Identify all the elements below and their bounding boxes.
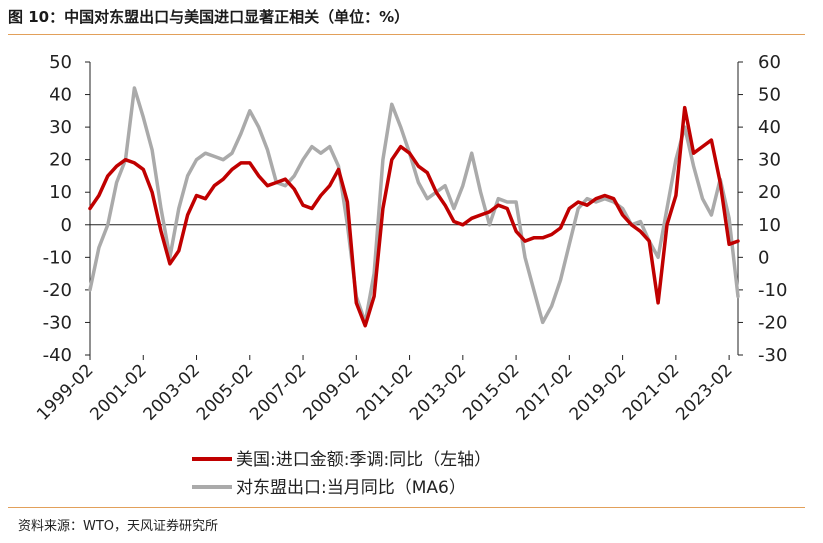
line-chart: 50 40 30 20 10 0 -10 -20 -30 -40 60 50 40 30 20 10 0 -10… [33,52,787,498]
series-line-us-import [88,105,740,328]
right-tick-label: 40 [758,117,781,138]
left-tick-label: 40 [49,85,72,106]
x-tick-label: 2015-02 [459,360,523,424]
chart-series [88,86,740,328]
x-tick-label: 2013-02 [406,360,470,424]
right-tick-label: 50 [758,85,781,106]
right-tick-label: 10 [758,215,781,236]
x-tick-label: 2007-02 [246,360,310,424]
x-tick-label: 2023-02 [672,360,736,424]
left-tick-label: 30 [49,117,72,138]
x-tick-label: 2009-02 [299,360,363,424]
x-tick-label: 2005-02 [193,360,257,424]
x-tick-label: 2021-02 [619,360,683,424]
right-tick-label: 30 [758,150,781,171]
right-tick-label: -30 [758,345,787,366]
right-tick-label: 20 [758,182,781,203]
x-tick-label: 2001-02 [86,360,150,424]
left-tick-label: -10 [43,247,72,268]
top-divider [8,34,805,35]
source-note: 资料来源：WTO，天风证券研究所 [18,519,219,534]
right-tick-label: 60 [758,52,781,73]
left-tick-label: 10 [49,182,72,203]
x-tick-label: 2017-02 [513,360,577,424]
left-axis-ticks: 50 40 30 20 10 0 -10 -20 -30 -40 [43,52,90,366]
x-axis-ticks: 1999-022001-022003-022005-022007-022009-… [33,355,737,425]
right-tick-label: -20 [758,312,787,333]
chart-legend: 美国:进口金额:季调:同比（左轴） 对东盟出口:当月同比（MA6） [192,450,491,498]
x-tick-label: 1999-02 [33,360,97,424]
legend-label: 美国:进口金额:季调:同比（左轴） [236,450,491,470]
chart-axes [89,62,739,355]
series-line-china-asean-export [88,86,740,325]
left-tick-label: -30 [43,312,72,333]
left-tick-label: 20 [49,150,72,171]
right-tick-label: 0 [758,247,769,268]
figure-title: 图 10：中国对东盟出口与美国进口显著正相关（单位：%） [8,8,410,26]
x-tick-label: 2011-02 [353,360,417,424]
legend-label: 对东盟出口:当月同比（MA6） [236,478,466,498]
bottom-divider [8,507,805,508]
left-tick-label: -20 [43,280,72,301]
right-axis-ticks: 60 50 40 30 20 10 0 -10 -20 -30 [738,52,787,366]
left-tick-label: 50 [49,52,72,73]
x-tick-label: 2003-02 [140,360,204,424]
x-tick-label: 2019-02 [566,360,630,424]
right-tick-label: -10 [758,280,787,301]
left-tick-label: 0 [61,215,72,236]
left-tick-label: -40 [43,345,72,366]
